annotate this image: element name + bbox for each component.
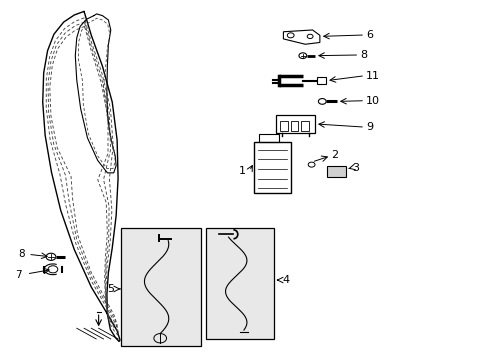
Text: 2: 2 [330,150,338,160]
Bar [290,121,298,131]
Bar [276,115,314,133]
Bar [280,121,287,131]
Text: 6: 6 [366,30,372,40]
Text: 4: 4 [282,275,289,285]
Bar [205,228,273,339]
Text: 9: 9 [366,122,372,132]
Bar [301,121,308,131]
Bar [120,228,201,346]
Bar [317,77,325,84]
Text: 7: 7 [15,270,22,280]
Bar [326,166,345,177]
Bar [254,143,290,193]
Text: 10: 10 [366,96,379,106]
Text: 11: 11 [366,71,379,81]
Text: 8: 8 [18,249,25,259]
Text: 8: 8 [360,50,366,60]
Text: 3: 3 [352,163,359,173]
Text: 1: 1 [239,166,245,176]
Text: 5: 5 [107,284,114,294]
Bar [259,134,278,143]
